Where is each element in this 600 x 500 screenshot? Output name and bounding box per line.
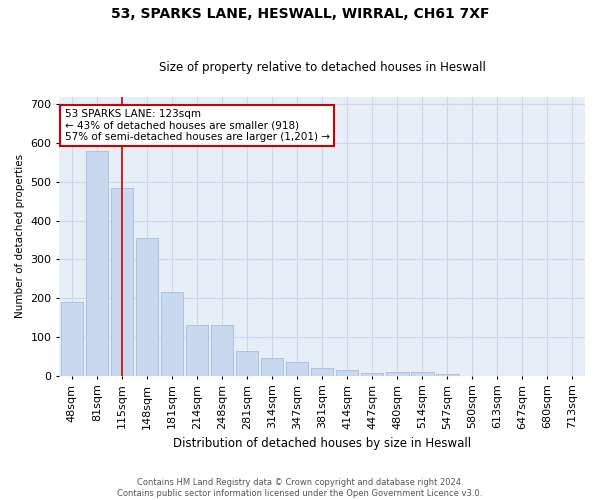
Bar [386, 372, 409, 376]
X-axis label: Distribution of detached houses by size in Heswall: Distribution of detached houses by size … [173, 437, 471, 450]
Bar [61, 302, 83, 376]
Bar [136, 238, 158, 376]
Bar [311, 368, 334, 376]
Bar [86, 151, 108, 376]
Text: 53, SPARKS LANE, HESWALL, WIRRAL, CH61 7XF: 53, SPARKS LANE, HESWALL, WIRRAL, CH61 7… [111, 8, 489, 22]
Bar [161, 292, 183, 376]
Bar [361, 373, 383, 376]
Bar [436, 374, 458, 376]
Bar [336, 370, 358, 376]
Bar [211, 326, 233, 376]
Bar [236, 350, 259, 376]
Text: 53 SPARKS LANE: 123sqm
← 43% of detached houses are smaller (918)
57% of semi-de: 53 SPARKS LANE: 123sqm ← 43% of detached… [65, 109, 329, 142]
Bar [286, 362, 308, 376]
Text: Contains HM Land Registry data © Crown copyright and database right 2024.
Contai: Contains HM Land Registry data © Crown c… [118, 478, 482, 498]
Y-axis label: Number of detached properties: Number of detached properties [15, 154, 25, 318]
Bar [110, 188, 133, 376]
Bar [411, 372, 434, 376]
Bar [186, 326, 208, 376]
Title: Size of property relative to detached houses in Heswall: Size of property relative to detached ho… [159, 62, 485, 74]
Bar [261, 358, 283, 376]
